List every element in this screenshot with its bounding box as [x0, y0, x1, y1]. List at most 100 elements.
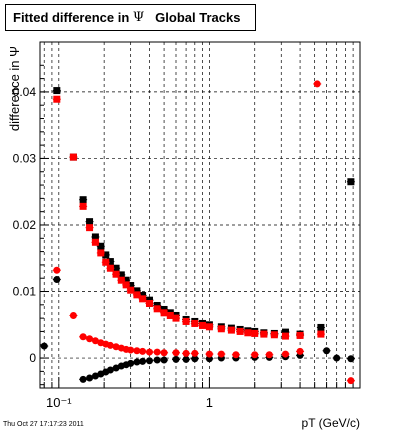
data-point [133, 347, 141, 355]
axis-ticks [40, 64, 354, 388]
data-point [122, 281, 130, 289]
data-point [127, 282, 135, 290]
data-point [182, 317, 190, 325]
y-tick-label: 0.02 [13, 218, 37, 232]
series-2 [52, 95, 325, 340]
data-point [127, 346, 135, 354]
y-tick-label: 0.03 [13, 151, 37, 165]
x-tick-label: 10⁻¹ [46, 395, 72, 410]
data-point [236, 327, 244, 335]
data-point [205, 350, 213, 358]
data-point [53, 95, 61, 103]
title-text-part2: Global Tracks [155, 10, 241, 25]
data-point [153, 305, 161, 313]
data-point [317, 323, 325, 331]
y-tick-label: 0.01 [13, 285, 37, 299]
data-point [347, 355, 355, 363]
timestamp-footer: Thu Oct 27 17:17:23 2011 [3, 421, 84, 428]
data-point [281, 332, 289, 340]
data-point [347, 377, 355, 385]
data-point [191, 349, 199, 357]
data-point [153, 348, 161, 356]
data-point [251, 351, 259, 359]
series-3 [52, 80, 355, 385]
data-point [112, 264, 120, 272]
data-point [296, 331, 304, 339]
data-point [112, 270, 120, 278]
series-0 [52, 87, 355, 338]
data-point [191, 319, 199, 327]
data-point [53, 266, 61, 274]
data-point [145, 299, 153, 307]
data-point [260, 330, 268, 338]
data-point [139, 357, 147, 365]
data-point [97, 249, 105, 257]
data-point [182, 355, 190, 363]
data-point [102, 258, 110, 266]
data-point [265, 351, 273, 359]
title-text-part1: Fitted difference in [13, 10, 133, 25]
data-point [232, 351, 240, 359]
data-point [244, 329, 252, 337]
series-1 [40, 276, 355, 383]
data-point [53, 276, 61, 284]
data-point [323, 347, 331, 355]
x-tick-label: 1 [206, 395, 213, 410]
data-point [86, 224, 94, 232]
y-tick-label: 0.04 [13, 85, 37, 99]
data-point [91, 233, 99, 241]
data-point [199, 321, 207, 329]
data-point [106, 258, 114, 266]
data-point [281, 350, 289, 358]
data-point [205, 323, 213, 331]
data-point [217, 350, 225, 358]
data-point [251, 329, 259, 337]
data-point [86, 374, 94, 382]
data-point [296, 347, 304, 355]
data-point [102, 251, 110, 259]
data-point [313, 80, 321, 88]
data-point [127, 286, 135, 294]
x-axis-label: pT (GeV/c) [302, 416, 360, 430]
data-point [172, 349, 180, 357]
grid-lines [40, 42, 360, 388]
data-point [122, 276, 130, 284]
data-point [133, 287, 141, 295]
data-point [117, 271, 125, 279]
data-point [166, 311, 174, 319]
data-point [97, 242, 105, 250]
data-point [227, 326, 235, 334]
data-point [281, 328, 289, 336]
data-point [139, 295, 147, 303]
data-point [69, 153, 77, 161]
data-point [69, 311, 77, 319]
y-tick-label: 0 [29, 351, 36, 365]
data-point [145, 348, 153, 356]
data-point [160, 309, 168, 317]
y-axis-label: difference in Ψ [7, 46, 22, 131]
data-point [79, 196, 87, 204]
data-point [86, 335, 94, 343]
data-points [40, 80, 355, 385]
plot-frame [39, 41, 361, 389]
data-point [182, 349, 190, 357]
data-point [347, 178, 355, 186]
data-point [191, 355, 199, 363]
data-point [133, 358, 141, 366]
data-point [53, 87, 61, 95]
data-point [79, 333, 87, 341]
data-point [270, 331, 278, 339]
data-point [139, 347, 147, 355]
data-point [172, 355, 180, 363]
data-point [127, 359, 135, 367]
title-psi-symbol: Ψ [132, 10, 145, 25]
data-point [317, 330, 325, 338]
data-point [133, 291, 141, 299]
data-point [79, 202, 87, 210]
data-point [333, 354, 341, 362]
data-point [172, 314, 180, 322]
data-point [86, 218, 94, 226]
chart-title: Fitted difference in Ψ Global Tracks [5, 4, 256, 31]
data-point [153, 356, 161, 364]
